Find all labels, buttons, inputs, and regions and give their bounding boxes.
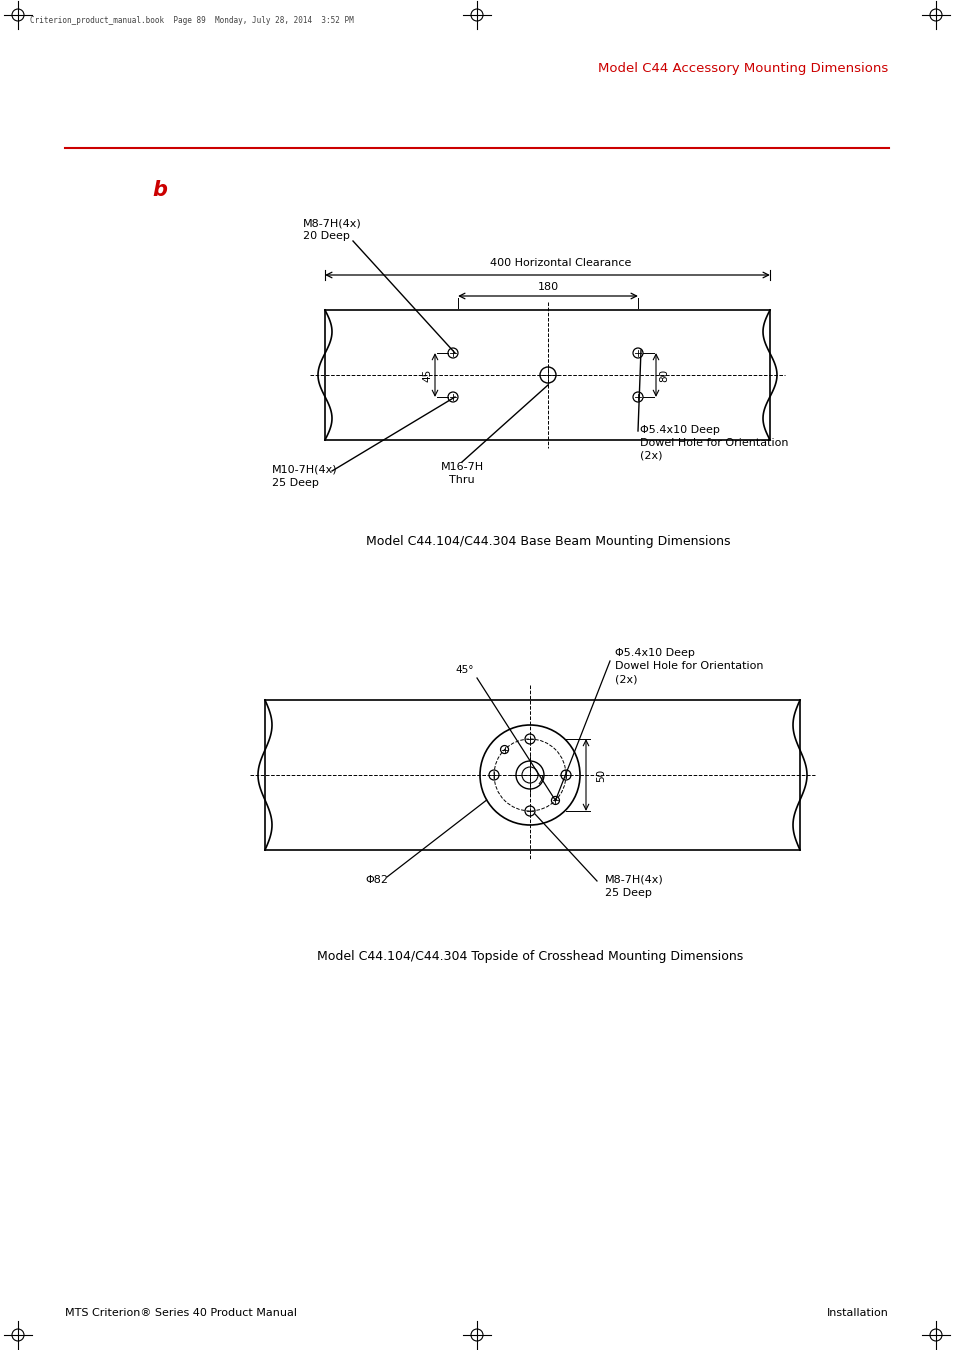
- Text: M8-7H(4x): M8-7H(4x): [303, 217, 361, 228]
- Text: (2x): (2x): [615, 674, 637, 684]
- Text: 45°: 45°: [456, 666, 474, 675]
- Text: 20 Deep: 20 Deep: [303, 231, 350, 242]
- Text: M16-7H: M16-7H: [440, 462, 483, 472]
- Text: Dowel Hole for Orientation: Dowel Hole for Orientation: [615, 662, 762, 671]
- Text: Model C44.104/C44.304 Topside of Crosshead Mounting Dimensions: Model C44.104/C44.304 Topside of Crosshe…: [316, 950, 742, 963]
- Text: 400 Horizontal Clearance: 400 Horizontal Clearance: [490, 258, 631, 269]
- Text: Installation: Installation: [826, 1308, 888, 1318]
- Text: 50: 50: [596, 768, 605, 782]
- Text: Φ5.4x10 Deep: Φ5.4x10 Deep: [639, 425, 720, 435]
- Text: Model C44 Accessory Mounting Dimensions: Model C44 Accessory Mounting Dimensions: [598, 62, 887, 76]
- Text: b: b: [152, 180, 167, 200]
- Text: 45: 45: [421, 369, 432, 382]
- Text: M8-7H(4x): M8-7H(4x): [604, 875, 663, 886]
- Text: 80: 80: [659, 369, 668, 382]
- Text: Thru: Thru: [449, 475, 475, 485]
- Text: Φ82: Φ82: [365, 875, 388, 886]
- Text: M10-7H(4x): M10-7H(4x): [272, 464, 337, 475]
- Text: MTS Criterion® Series 40 Product Manual: MTS Criterion® Series 40 Product Manual: [65, 1308, 296, 1318]
- Text: (2x): (2x): [639, 451, 661, 460]
- Text: 25 Deep: 25 Deep: [272, 478, 318, 487]
- Text: Model C44.104/C44.304 Base Beam Mounting Dimensions: Model C44.104/C44.304 Base Beam Mounting…: [365, 535, 729, 548]
- Text: 180: 180: [537, 282, 558, 292]
- Text: 25 Deep: 25 Deep: [604, 888, 651, 898]
- Text: Φ5.4x10 Deep: Φ5.4x10 Deep: [615, 648, 694, 657]
- Text: Criterion_product_manual.book  Page 89  Monday, July 28, 2014  3:52 PM: Criterion_product_manual.book Page 89 Mo…: [30, 16, 354, 26]
- Text: Dowel Hole for Orientation: Dowel Hole for Orientation: [639, 437, 788, 448]
